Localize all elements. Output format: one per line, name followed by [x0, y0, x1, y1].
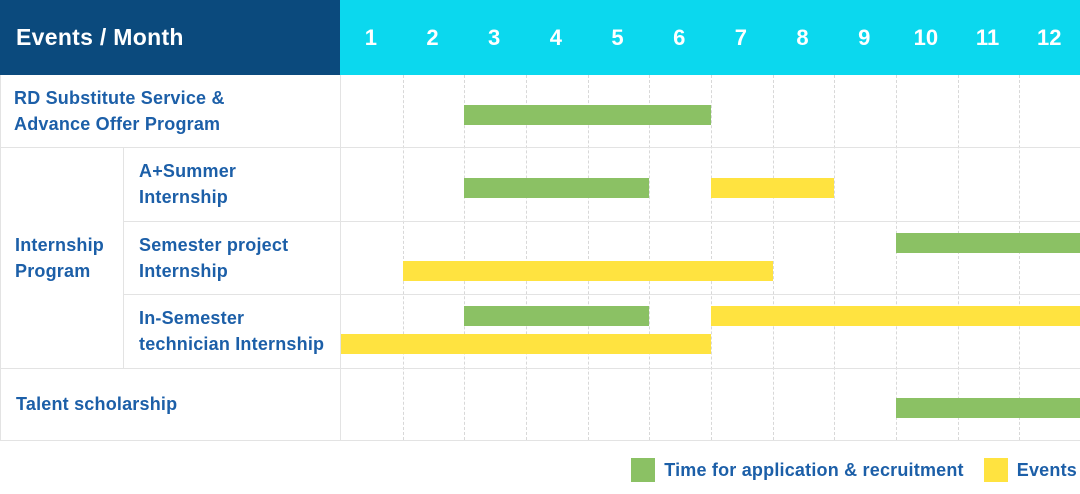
month-gridline: [649, 75, 651, 440]
month-gridline: [464, 75, 466, 440]
row-label-semester-project: Semester project Internship: [123, 221, 340, 294]
month-header-row: 1 2 3 4 5 6 7 8 9 10 11 12: [340, 0, 1080, 75]
legend-item-recruitment: Time for application & recruitment: [631, 458, 964, 482]
row-label-line: RD Substitute Service &: [14, 88, 225, 108]
month-gridline: [526, 75, 527, 440]
legend: Time for application & recruitment Event…: [631, 450, 1077, 490]
month-header-5: 5: [611, 24, 624, 50]
row-label-line: In-Semester: [139, 308, 245, 328]
month-header-3: 3: [488, 24, 501, 50]
chart-plot-area: [340, 75, 1080, 440]
month-header-8: 8: [796, 24, 809, 50]
month-header-7: 7: [734, 24, 747, 50]
bar-event: [711, 306, 1080, 326]
table-left-border: [0, 75, 1, 440]
month-gridline: [957, 75, 959, 440]
row-divider: [0, 368, 1080, 369]
events-swatch-icon: [983, 458, 1008, 482]
month-header-1: 1: [364, 24, 377, 50]
bar-recruitment: [896, 398, 1080, 418]
month-gridline: [896, 75, 897, 440]
group-label-line: Internship: [15, 234, 105, 255]
month-gridline: [834, 75, 836, 440]
month-header-4: 4: [549, 24, 562, 50]
month-header-6: 6: [673, 24, 686, 50]
bar-event: [341, 334, 711, 354]
month-gridline: [711, 75, 712, 440]
row-label-in-semester-technician: In-Semester technician Internship: [123, 294, 340, 368]
month-gridline: [587, 75, 589, 440]
row-label-line: Internship: [139, 260, 229, 281]
events-month-header-cell: Events / Month: [0, 0, 340, 75]
bar-recruitment: [464, 306, 650, 326]
row-label-a-plus-summer: A+Summer Internship: [123, 147, 340, 221]
row-divider: [123, 294, 1080, 295]
legend-recruitment-label: Time for application & recruitment: [664, 459, 964, 480]
bar-recruitment: [464, 178, 650, 198]
legend-item-events: Events: [983, 458, 1077, 482]
legend-events-label: Events: [1016, 459, 1077, 480]
bar-recruitment: [464, 105, 711, 125]
month-header-11: 11: [975, 24, 1000, 50]
month-header-10: 10: [913, 24, 939, 50]
month-header-2: 2: [426, 24, 439, 50]
events-month-label: Events / Month: [16, 24, 184, 50]
row-label-line: Semester project: [139, 234, 289, 255]
table-bottom-border: [0, 440, 1080, 441]
month-header-12: 12: [1036, 24, 1062, 50]
row-divider: [0, 147, 1080, 148]
bar-recruitment: [896, 233, 1080, 253]
group-label-internship-program: Internship Program: [0, 147, 123, 368]
bar-event: [711, 178, 835, 198]
row-label-line: Advance Offer Program: [14, 114, 221, 134]
row-label-line: Internship: [139, 187, 229, 207]
row-label-line: technician Internship: [139, 334, 325, 354]
group-label-line: Program: [15, 260, 91, 281]
month-gridline: [772, 75, 774, 440]
bar-event: [402, 261, 773, 281]
row-label-rd-substitute: RD Substitute Service & Advance Offer Pr…: [0, 75, 340, 147]
month-gridline: [402, 75, 404, 440]
row-label-line: A+Summer: [139, 161, 237, 181]
row-label-talent-scholarship: Talent scholarship: [0, 368, 340, 440]
month-gridline: [1019, 75, 1021, 440]
month-header-9: 9: [858, 24, 871, 50]
group-column-divider: [123, 147, 124, 368]
row-label-line: Talent scholarship: [16, 394, 178, 414]
row-divider: [123, 221, 1080, 222]
recruitment-swatch-icon: [631, 458, 656, 482]
